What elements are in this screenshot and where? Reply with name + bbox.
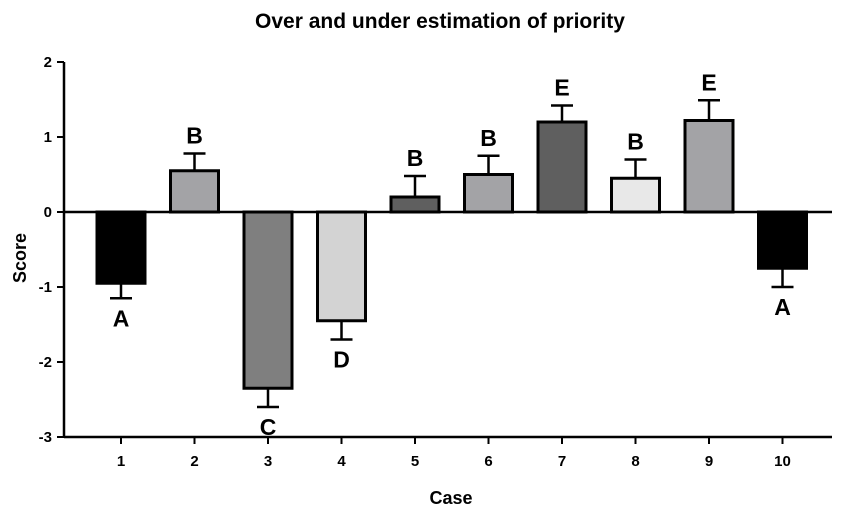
error-bar (183, 152, 206, 171)
group-letter: D (333, 347, 350, 373)
group-letter: E (701, 69, 716, 95)
x-tick-label: 4 (337, 453, 346, 470)
y-axis-label: Score (10, 233, 30, 283)
y-tick-label: -1 (39, 279, 52, 296)
chart-title: Over and under estimation of priority (255, 10, 625, 33)
group-letter: B (480, 125, 497, 151)
x-tick-label: 10 (774, 453, 791, 470)
error-bar (551, 104, 573, 122)
x-tick-label: 3 (264, 453, 272, 470)
error-bar (624, 158, 647, 179)
group-letter: B (627, 129, 644, 155)
x-tick-label: 7 (558, 453, 566, 470)
x-axis-label: Case (429, 488, 472, 508)
bar-case-5 (389, 195, 441, 214)
group-letter: A (774, 294, 791, 320)
bar-case-2 (169, 169, 220, 214)
group-letter: E (554, 75, 569, 101)
group-letter: C (260, 414, 277, 440)
y-tick-label: -3 (39, 429, 52, 446)
bar-case-4 (316, 210, 367, 323)
error-bar (257, 388, 279, 409)
y-tick-label: 0 (44, 204, 52, 221)
bar-case-1 (95, 210, 147, 285)
bar-case-7 (536, 120, 588, 214)
x-tick-label: 6 (484, 453, 492, 470)
x-tick-label: 9 (705, 453, 713, 470)
bar-case-9 (683, 119, 735, 214)
error-bar (330, 320, 353, 341)
bar-case-8 (610, 176, 661, 214)
x-tick-label: 8 (631, 453, 639, 470)
error-bar (110, 283, 132, 300)
x-tick-label: 2 (190, 453, 198, 470)
y-tick-label: 1 (44, 129, 52, 146)
bar-case-10 (757, 210, 808, 270)
group-letter: B (186, 123, 203, 149)
bar-case-6 (463, 173, 514, 214)
error-bar (477, 154, 500, 175)
error-bar (771, 268, 794, 289)
error-bar (698, 99, 720, 121)
x-tick-label: 5 (411, 453, 419, 470)
plot-area: -3 -2 -1 0 1 2 A 1 B 2 C 3 D 4 B 5 B 6 E 7 B 8 E 9 A 10 (39, 54, 832, 470)
x-tick-label: 1 (117, 453, 125, 470)
y-tick-label: 2 (44, 54, 52, 71)
group-letter: B (407, 145, 424, 171)
error-bar (404, 174, 426, 197)
y-tick-label: -2 (39, 354, 52, 371)
bar-case-3 (242, 210, 294, 390)
group-letter: A (113, 305, 130, 331)
